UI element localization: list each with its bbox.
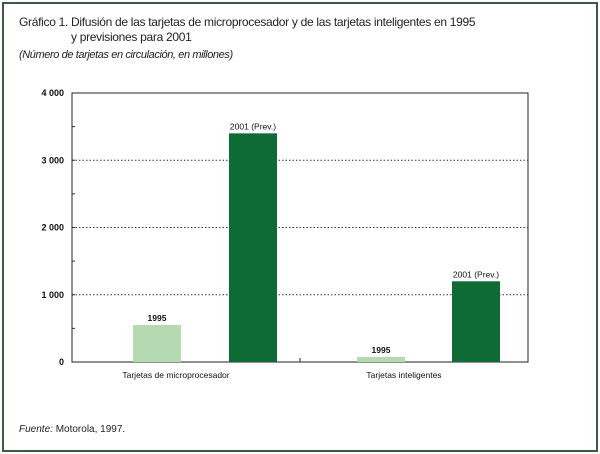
source-note: Fuente: Motorola, 1997. [19,424,125,435]
title-number: Gráfico 1. [19,15,69,29]
y-tick-label: 1 000 [41,290,64,300]
bar-1995 [133,325,181,362]
chart-subtitle: (Número de tarjetas en circulación, en m… [19,49,233,61]
source-label: Fuente: [19,424,53,435]
bar-2001-prev [452,281,500,362]
data-label: 2001 (Prev.) [230,121,276,131]
data-label: 1995 [372,345,391,355]
x-category-label: Tarjetas inteligentes [366,370,441,380]
chart-title: Gráfico 1. Difusión de las tarjetas de mi… [19,15,476,45]
data-label: 2001 (Prev.) [453,269,499,279]
title-line-1: Difusión de las tarjetas de microprocesa… [71,15,476,29]
x-category-label: Tarjetas de microprocesador [122,370,229,380]
y-tick-label: 3 000 [41,155,64,165]
y-tick-label: 4 000 [41,88,64,98]
title-line-2: y previsiones para 2001 [71,30,192,44]
source-text: Motorola, 1997. [52,424,126,435]
data-label: 1995 [148,313,167,323]
y-tick-label: 0 [59,357,64,367]
bar-2001-prev [229,133,277,362]
y-tick-label: 2 000 [41,223,64,233]
bar-1995 [357,356,405,362]
